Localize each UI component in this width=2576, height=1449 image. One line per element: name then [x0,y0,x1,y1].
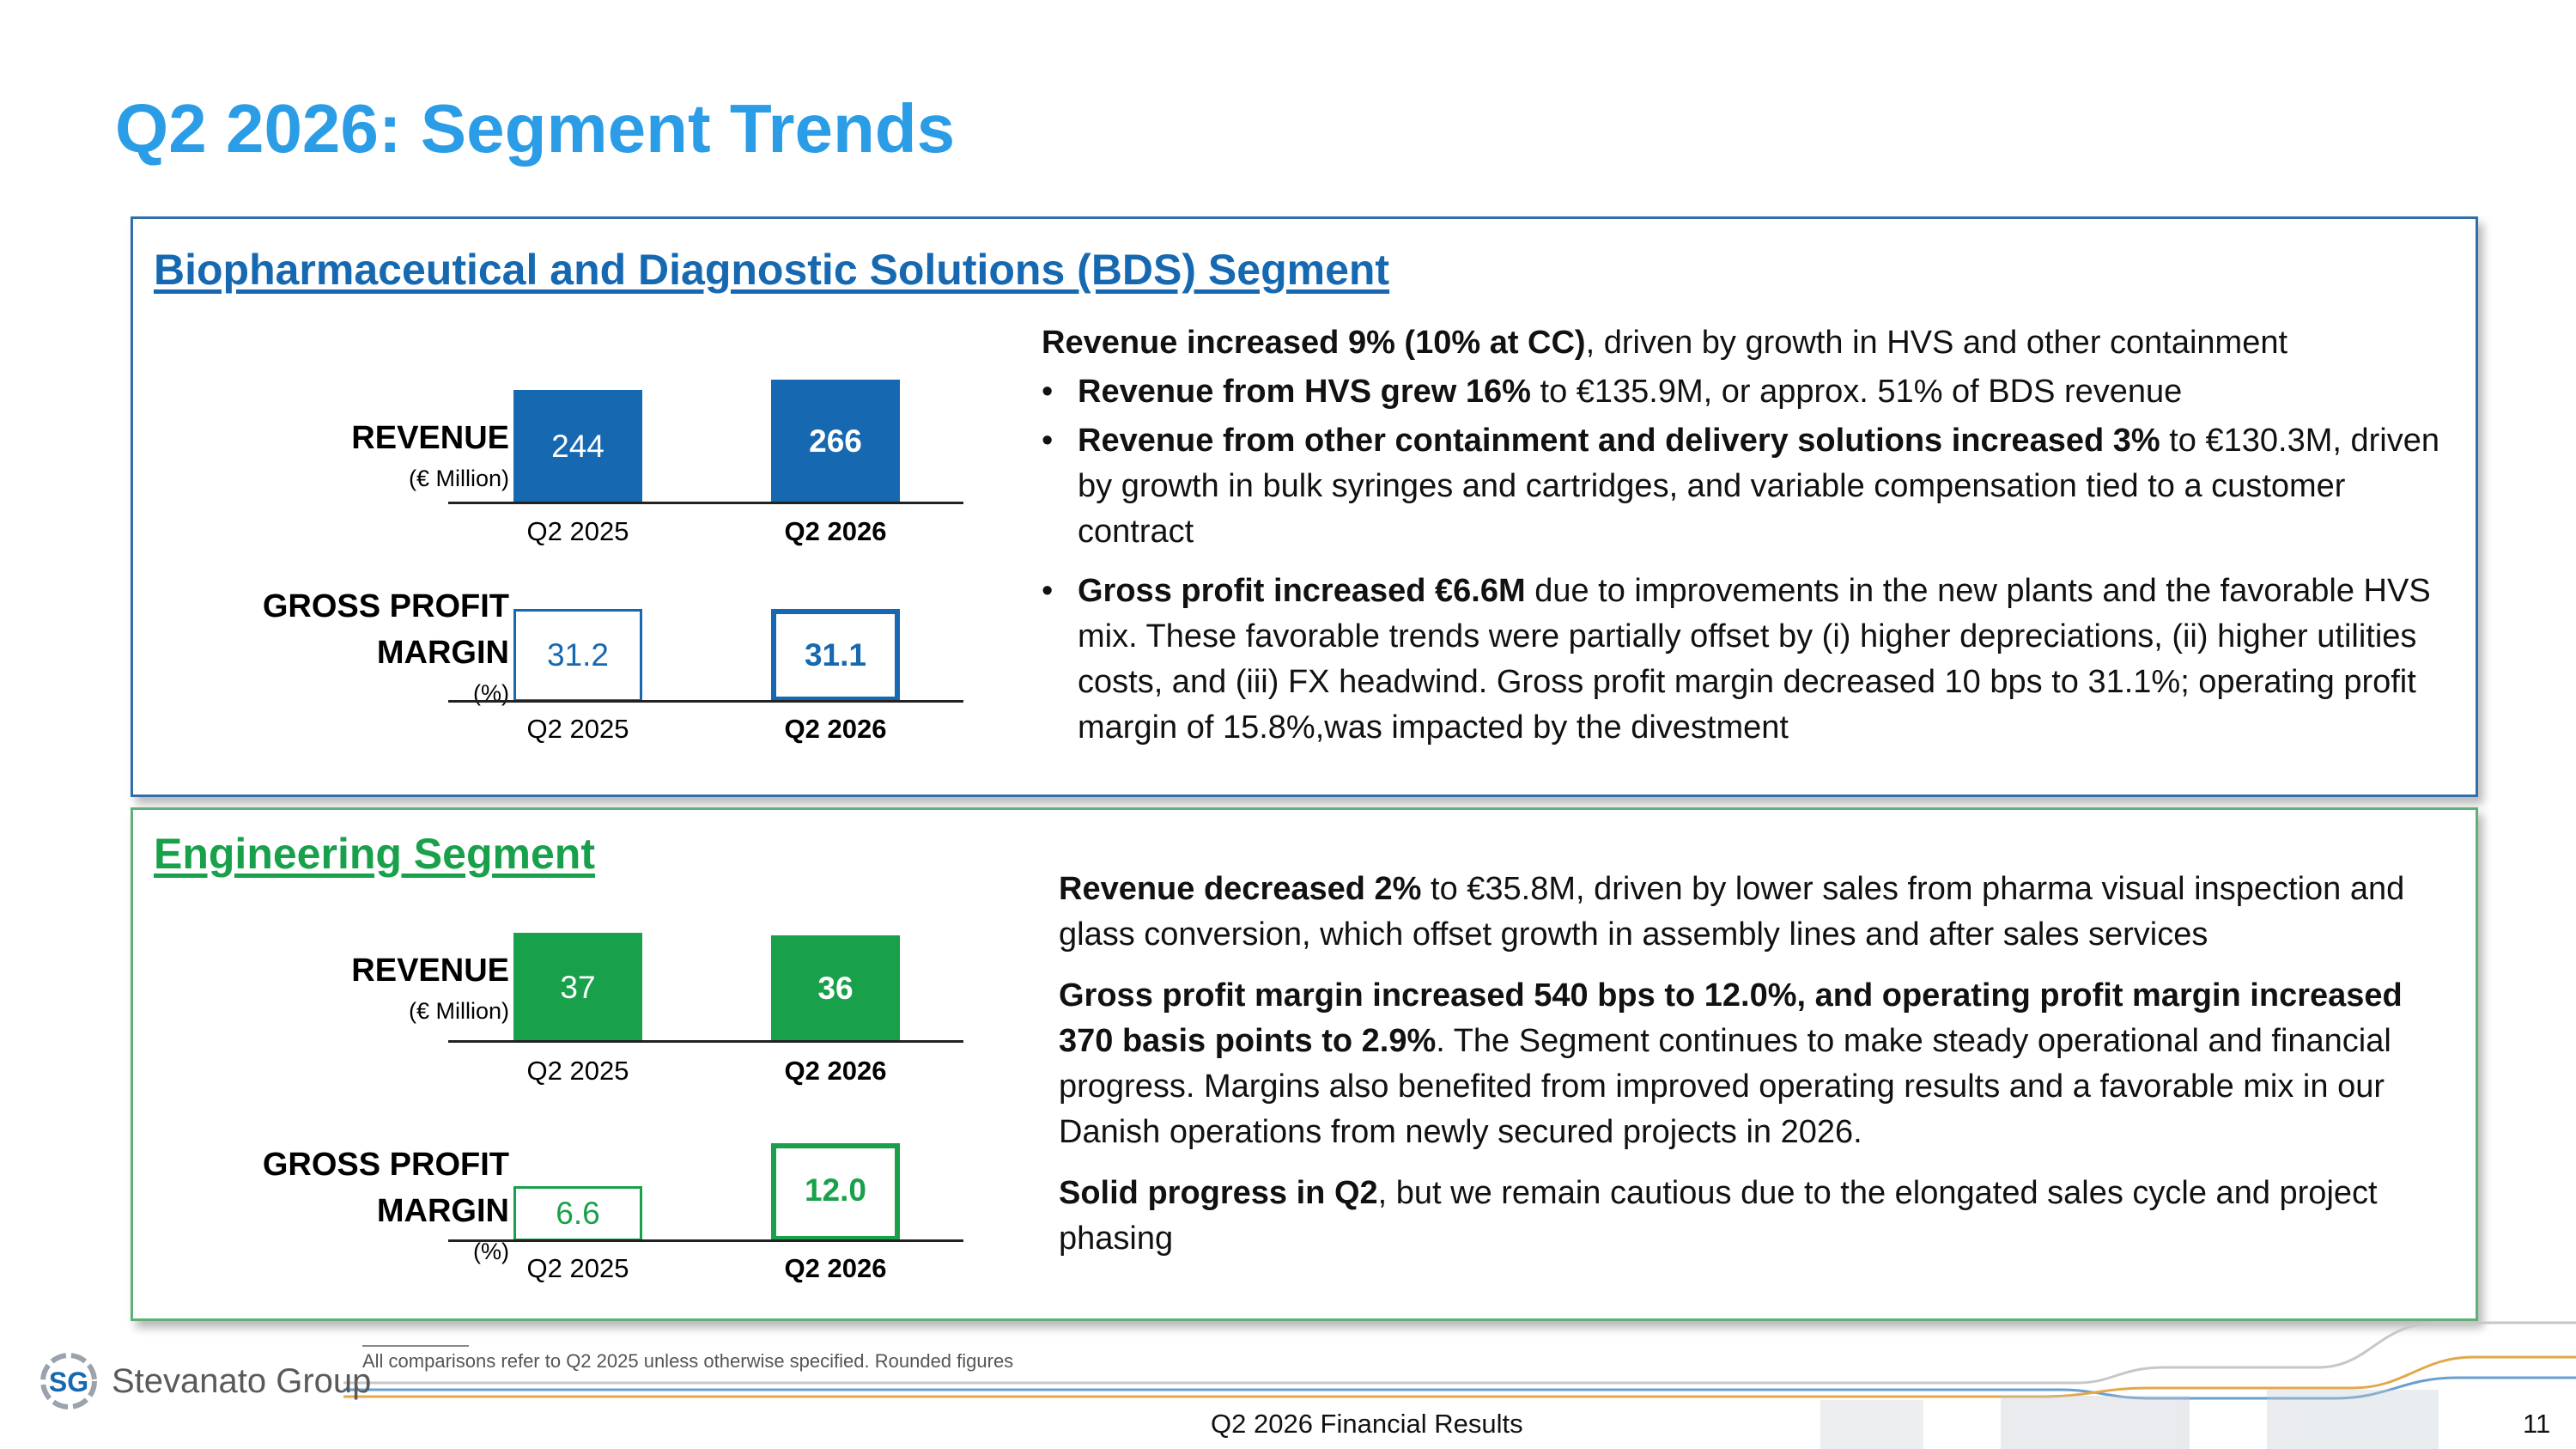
bds-revenue-unit: (€ Million) [408,466,509,491]
eng-gpm-baseline [448,1239,963,1242]
eng-margin-commentary: Gross profit margin increased 540 bps to… [1059,973,2450,1155]
bds-revenue-bar-q2-2025: 244 [513,390,642,503]
logo-text: Stevanato Group [112,1361,372,1400]
eng-revenue-xlabel-q2-2026: Q2 2026 [784,1056,887,1086]
eng-revenue-title: REVENUE [351,953,509,989]
bds-bullet-gp-rest: due to improvements in the new plants an… [1078,573,2431,746]
bds-segment-heading: Biopharmaceutical and Diagnostic Solutio… [154,246,1390,294]
bds-bullet-other-containment: • Revenue from other containment and deli… [1042,423,2439,550]
eng-revenue-bar-q2-2025: 37 [513,933,642,1042]
bds-bullet-hvs-bold: Revenue from HVS grew 16% [1078,374,1531,410]
bds-bullet-other-rest: to €130.3M, driven by growth in bulk syr… [1078,423,2439,550]
bds-gpm-baseline [448,700,963,703]
bds-revenue-xlabel-q2-2026: Q2 2026 [784,516,887,546]
footer-title: Q2 2026 Financial Results [1211,1409,1523,1439]
engineering-segment-panel: Engineering Segment REVENUE (€ Million) … [131,807,2478,1321]
eng-revenue-baseline [448,1040,963,1043]
eng-p1-rest: to €35.8M, driven by lower sales from ph… [1059,871,2405,953]
bds-gpm-xlabel-q2-2026: Q2 2026 [784,714,887,744]
bds-intro-bold: Revenue increased 9% (10% at CC) [1042,325,1586,361]
eng-gpm-title-line1: GROSS PROFIT [262,1147,509,1183]
company-logo: SG Stevanato Group [34,1347,371,1416]
engineering-commentary: Revenue decreased 2% to €35.8M, driven b… [1059,867,2450,1277]
bds-revenue-title: REVENUE [351,420,509,456]
eng-revenue-label: REVENUE (€ Million) [234,947,509,1028]
eng-revenue-xlabel-q2-2025: Q2 2025 [526,1056,629,1086]
bds-gpm-title-line1: GROSS PROFIT [262,588,509,624]
eng-gpm-bar-q2-2025: 6.6 [513,1186,642,1241]
eng-p3-bold: Solid progress in Q2 [1059,1175,1378,1211]
engineering-segment-heading: Engineering Segment [154,830,595,878]
eng-gpm-bar-q2-2026: 12.0 [771,1143,900,1241]
bds-bullet-other-bold: Revenue from other containment and deliv… [1078,423,2160,459]
bds-intro-rest: , driven by growth in HVS and other cont… [1585,325,2288,361]
bds-bullet-hvs-rest: to €135.9M, or approx. 51% of BDS revenu… [1530,374,2183,410]
bds-bullet-gross-profit: • Gross profit increased €6.6M due to imp… [1042,573,2431,746]
bds-bullet-hvs: • Revenue from HVS grew 16% to €135.9M, o… [1042,374,2183,410]
eng-gpm-xlabel-q2-2025: Q2 2025 [526,1253,629,1283]
page-title: Q2 2026: Segment Trends [115,90,956,167]
bds-revenue-bar-q2-2026: 266 [771,380,900,503]
footer-decorative-lines [343,1321,2576,1449]
bds-segment-panel: Biopharmaceutical and Diagnostic Solutio… [131,216,2478,797]
bds-revenue-label: REVENUE (€ Million) [234,415,509,496]
eng-p1-bold: Revenue decreased 2% [1059,871,1422,907]
eng-p3-rest: , but we remain cautious due to the elon… [1059,1175,2378,1257]
bds-gpm-title-line2: MARGIN [376,635,509,671]
bds-revenue-baseline [448,502,963,504]
eng-gpm-title-line2: MARGIN [376,1193,509,1229]
eng-p2-rest: . The Segment continues to make steady o… [1059,1023,2391,1150]
logo-mark-text: SG [49,1367,88,1397]
logo-mark-icon: SG [40,1353,97,1409]
bds-bullet-gp-bold: Gross profit increased €6.6M [1078,573,1526,609]
eng-revenue-commentary: Revenue decreased 2% to €35.8M, driven b… [1059,867,2450,958]
eng-revenue-bar-q2-2026: 36 [771,935,900,1042]
footnote-divider [362,1345,469,1347]
eng-gpm-label: GROSS PROFIT MARGIN (%) [234,1142,509,1269]
eng-outlook-commentary: Solid progress in Q2, but we remain caut… [1059,1171,2450,1262]
eng-revenue-unit: (€ Million) [408,998,509,1024]
bds-revenue-xlabel-q2-2025: Q2 2025 [526,516,629,546]
bds-gpm-xlabel-q2-2025: Q2 2025 [526,714,629,744]
bds-intro: Revenue increased 9% (10% at CC), driven… [1042,320,2450,366]
bds-gpm-unit: (%) [473,680,509,706]
eng-gpm-unit: (%) [473,1239,509,1264]
bds-commentary: Revenue increased 9% (10% at CC), driven… [1042,320,2450,754]
eng-gpm-xlabel-q2-2026: Q2 2026 [784,1253,887,1283]
page-number: 11 [2523,1409,2551,1439]
bds-gpm-bar-q2-2025: 31.2 [513,609,642,702]
eng-p2-bold: Gross profit margin increased 540 bps to… [1059,977,2403,1059]
bds-gpm-label: GROSS PROFIT MARGIN (%) [234,583,509,710]
footnote: All comparisons refer to Q2 2025 unless … [362,1350,1014,1372]
bds-gpm-bar-q2-2026: 31.1 [771,609,900,702]
